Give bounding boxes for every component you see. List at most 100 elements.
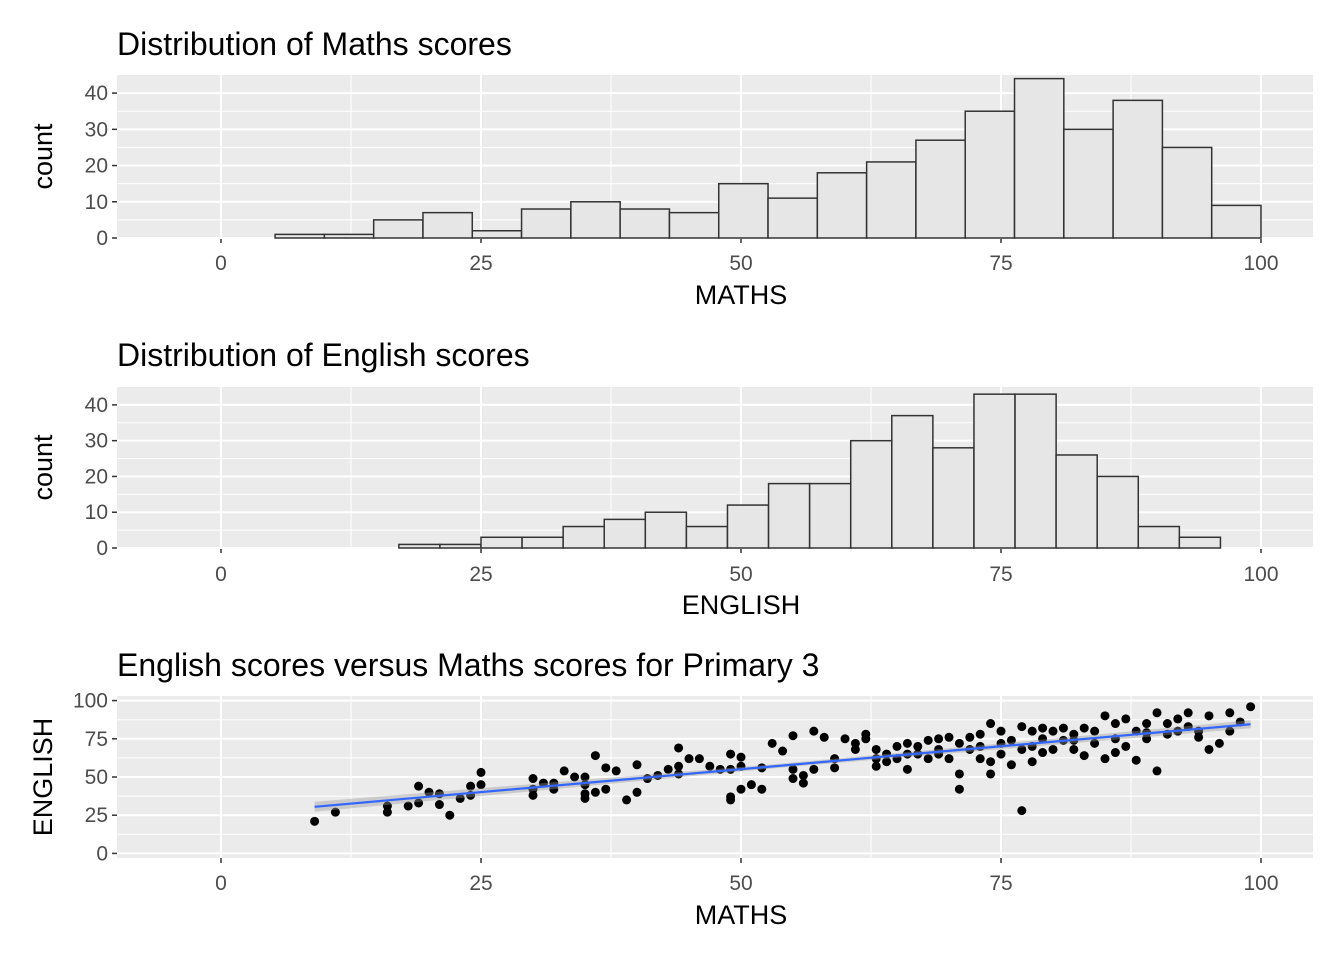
trend-line (314, 723, 1251, 808)
y-tick-label: 0 (96, 227, 108, 250)
histogram-bar (323, 233, 375, 239)
data-point (788, 764, 798, 774)
histogram-bar (816, 172, 868, 239)
data-point (975, 729, 985, 739)
data-point (1246, 702, 1256, 712)
data-point (310, 816, 320, 826)
chart-title: Distribution of English scores (117, 337, 530, 373)
data-point (954, 738, 964, 748)
x-tick-label: 50 (729, 252, 752, 275)
data-point (1110, 719, 1120, 729)
data-point (1079, 723, 1089, 733)
data-point (1131, 755, 1141, 765)
histogram-bar (398, 543, 441, 549)
histogram-bar (1014, 393, 1057, 549)
data-point (1006, 735, 1016, 745)
data-point (871, 761, 881, 771)
data-point (1173, 714, 1183, 724)
x-tick-label: 100 (1243, 872, 1278, 895)
histogram-bar (1178, 536, 1222, 549)
data-point (601, 784, 611, 794)
histogram-bar (685, 525, 729, 549)
data-point (1100, 754, 1110, 764)
data-point (1152, 766, 1162, 776)
data-point (1162, 719, 1172, 729)
data-point (674, 743, 684, 753)
y-tick-label: 50 (85, 766, 108, 789)
data-point (559, 766, 569, 776)
data-point (705, 761, 715, 771)
histogram-bar (1112, 99, 1164, 239)
data-point (944, 732, 954, 742)
data-point (476, 767, 486, 777)
histogram-bar (932, 447, 975, 549)
histogram-bar (439, 543, 482, 549)
data-point (954, 769, 964, 779)
data-point (632, 760, 642, 770)
y-axis-title: count (28, 434, 58, 501)
data-point (809, 764, 819, 774)
y-tick-label: 10 (85, 501, 108, 524)
histogram-bar (964, 110, 1016, 239)
data-point (1038, 748, 1048, 758)
y-tick-label: 75 (85, 728, 108, 751)
data-point (767, 738, 777, 748)
x-axis-title: ENGLISH (682, 590, 801, 620)
data-point (434, 800, 444, 810)
data-point (382, 801, 392, 811)
x-tick-label: 25 (469, 252, 492, 275)
y-tick-label: 30 (85, 430, 108, 453)
data-point (861, 729, 871, 739)
data-point (871, 744, 881, 754)
histogram-bar (562, 525, 605, 549)
histogram-bar (726, 504, 770, 549)
data-point (986, 757, 996, 767)
histogram-bar (973, 393, 1016, 549)
histogram-bar (891, 414, 934, 549)
panel-3: 0 25 50 75 100 0 25 50 75 100 English scores versu… (28, 647, 1313, 930)
x-axis-title: MATHS (695, 900, 788, 930)
data-point (1079, 751, 1089, 761)
data-point (1121, 714, 1131, 724)
histogram-bar (915, 139, 966, 239)
data-point (476, 780, 486, 790)
histogram-bar (808, 482, 852, 549)
data-point (778, 746, 788, 756)
histogram-bar (849, 439, 893, 549)
data-point (684, 754, 694, 764)
data-point (902, 738, 912, 748)
y-tick-label: 40 (85, 82, 108, 105)
data-point (1027, 726, 1037, 736)
data-point (819, 732, 829, 742)
histogram-bar (471, 230, 523, 239)
data-point (590, 787, 600, 797)
x-tick-label: 0 (215, 872, 227, 895)
data-point (913, 741, 923, 751)
data-point (528, 774, 538, 784)
data-point (1017, 806, 1027, 816)
histogram-bar (717, 182, 769, 239)
data-point (694, 754, 704, 764)
histogram-bar (570, 201, 621, 239)
y-tick-label: 30 (85, 118, 108, 141)
data-point (632, 787, 642, 797)
data-point (892, 741, 902, 751)
data-point (1038, 723, 1048, 733)
x-tick-label: 75 (989, 252, 1012, 275)
histogram-bar (767, 482, 811, 549)
y-axis-title: count (28, 123, 58, 190)
data-point (1090, 726, 1100, 736)
data-point (1152, 708, 1162, 718)
x-tick-label: 0 (215, 252, 227, 275)
data-point (1048, 744, 1058, 754)
y-tick-label: 20 (85, 155, 108, 178)
data-point (954, 784, 964, 794)
data-point (923, 735, 933, 745)
data-point (1142, 719, 1152, 729)
x-tick-label: 75 (989, 872, 1012, 895)
data-point (1027, 757, 1037, 767)
data-point (1048, 726, 1058, 736)
data-point (1006, 760, 1016, 770)
data-point (996, 726, 1006, 736)
